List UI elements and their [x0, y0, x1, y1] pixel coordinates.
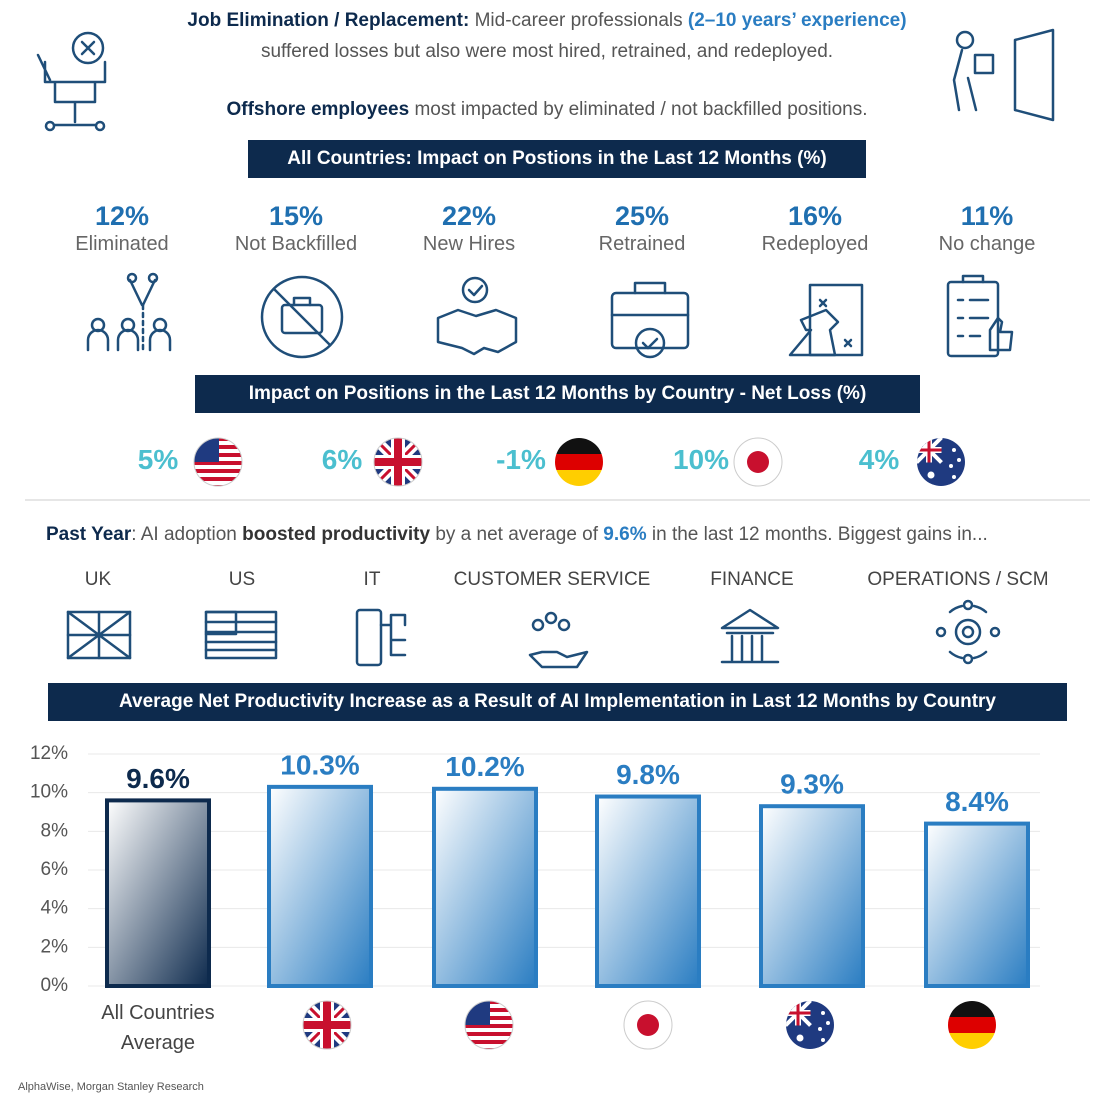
- net-loss-value: 4%: [858, 444, 900, 475]
- impact-label: No change: [938, 233, 1036, 255]
- header-text: most impacted by eliminated / not backfi…: [409, 99, 868, 120]
- value-label: 10.3%: [280, 749, 359, 780]
- productivity-sentence: Past Year: AI adoption boosted productiv…: [46, 524, 988, 546]
- text: in the last 12 months. Biggest gains in.…: [646, 524, 988, 545]
- value-label: 9.8%: [616, 759, 680, 790]
- impact-value: 22%: [441, 201, 497, 231]
- area-label: IT: [363, 569, 381, 590]
- area-label: US: [228, 569, 256, 590]
- bar: [432, 786, 538, 988]
- impact-value: 16%: [787, 201, 843, 231]
- y-tick-label: 4%: [41, 898, 69, 919]
- impact-label: New Hires: [422, 233, 516, 255]
- value-label: 8.4%: [945, 786, 1009, 817]
- area-label: UK: [84, 569, 112, 590]
- impact-label: Not Backfilled: [234, 233, 358, 255]
- impact-label: Eliminated: [75, 233, 169, 255]
- impact-value: 15%: [268, 201, 324, 231]
- y-tick-label: 6%: [41, 859, 69, 880]
- net-loss-value: 10%: [672, 444, 730, 475]
- y-tick-label: 2%: [41, 936, 69, 957]
- net-loss-value: -1%: [496, 444, 546, 475]
- bar: [267, 784, 373, 988]
- text: by a net average of: [430, 524, 604, 545]
- header-text: Mid-career professionals: [469, 10, 688, 31]
- banner: Average Net Productivity Increase as a R…: [48, 683, 1067, 721]
- net-loss-value: 5%: [137, 444, 179, 475]
- y-tick-label: 8%: [41, 820, 69, 841]
- impact-value: 25%: [614, 201, 670, 231]
- source: AlphaWise, Morgan Stanley Research: [18, 1081, 204, 1093]
- y-tick-label: 10%: [30, 782, 68, 803]
- area-label: FINANCE: [710, 569, 794, 590]
- y-tick-label: 0%: [41, 975, 69, 996]
- area-label: CUSTOMER SERVICE: [453, 569, 651, 590]
- value-label: 10.2%: [445, 751, 524, 782]
- value-label: 9.3%: [780, 769, 844, 800]
- x-tick-label: All Countries Average: [101, 1002, 215, 1054]
- header-line-1: Job Elimination / Replacement: Mid-caree…: [187, 10, 906, 32]
- header-highlight: (2–10 years’ experience): [687, 10, 907, 31]
- bar: [924, 821, 1030, 988]
- banner: All Countries: Impact on Postions in the…: [248, 140, 866, 178]
- chart: 0% 2% 4% 6% 8% 10% 12% 9.6% 10.3% 10.2% 9.8% 9.3% 8.…: [30, 743, 1040, 996]
- bar: [759, 804, 865, 988]
- impact-value: 12%: [94, 201, 150, 231]
- text: : AI adoption: [131, 524, 243, 545]
- area-label: OPERATIONS / SCM: [867, 569, 1049, 590]
- banner: Impact on Positions in the Last 12 Month…: [195, 375, 920, 413]
- bold: boosted productivity: [242, 524, 431, 545]
- impact-value: 11%: [960, 201, 1014, 231]
- header-line-2: suffered losses but also were most hired…: [260, 41, 834, 62]
- bar: [105, 798, 211, 989]
- lead: Past Year: [46, 524, 132, 545]
- impact-label: Retrained: [598, 233, 686, 255]
- value-label: 9.6%: [126, 763, 190, 794]
- net-loss-value: 6%: [321, 444, 363, 475]
- highlight: 9.6%: [603, 524, 647, 545]
- impact-label: Redeployed: [761, 233, 869, 255]
- header-bold: Job Elimination / Replacement:: [187, 10, 470, 31]
- header-bold: Offshore employees: [226, 99, 410, 120]
- bar: [595, 794, 701, 988]
- header-line-3: Offshore employees most impacted by elim…: [226, 99, 867, 121]
- y-tick-label: 12%: [30, 743, 68, 764]
